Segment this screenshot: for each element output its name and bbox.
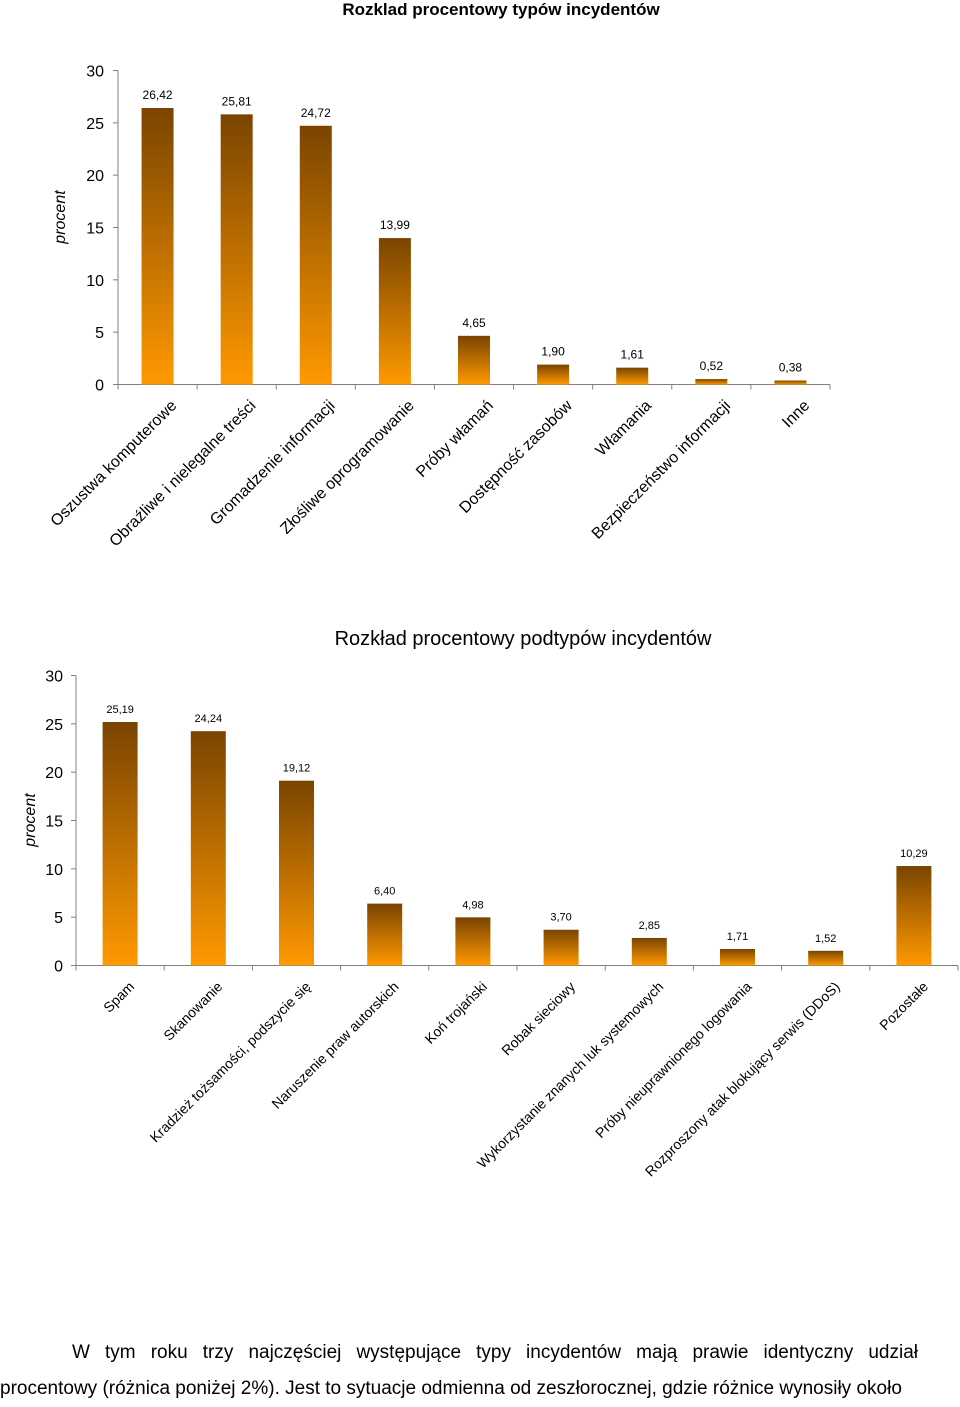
chart-2-bar — [543, 929, 579, 966]
chart-2-y-tick-label: 30 — [45, 669, 63, 686]
chart-1-category-label: Bezpieczeństwo informacji — [589, 397, 734, 542]
chart-2-bar — [279, 780, 314, 966]
chart-2-y-tick-label: 20 — [45, 765, 63, 782]
chart-1-data-label: 24,72 — [301, 106, 331, 120]
chart-1-data-label: 0,38 — [779, 361, 803, 375]
chart-2-title: Rozkład procentowy podtypów incydentów — [335, 628, 712, 650]
chart-2-data-label: 19,12 — [283, 763, 311, 775]
chart-2-category-label: Skanowanie — [160, 978, 225, 1043]
chart-1-bar — [695, 379, 728, 385]
chart-2-y-tick-label: 0 — [54, 959, 63, 976]
chart-2-data-label: 2,85 — [639, 920, 660, 932]
chart-1-y-tick-label: 15 — [86, 221, 104, 238]
chart-2-category-label: Rozproszony atak blokujący serwis (DDoS) — [642, 978, 843, 1179]
chart-1-y-tick-label: 25 — [86, 116, 104, 133]
chart-2-y-tick-label: 10 — [45, 862, 63, 879]
chart-2-bar — [631, 937, 667, 966]
chart-1-category-label: Próby włamań — [413, 397, 497, 481]
chart-1-y-axis: 0 5 10 15 20 25 30 — [86, 64, 118, 395]
chart-1: Rozklad procentowy typów incydentów proc… — [48, 0, 831, 550]
chart-1-bar — [299, 125, 332, 385]
chart-2-bar — [190, 731, 226, 966]
chart-2-bar — [367, 903, 403, 966]
body-paragraph: W tym roku trzy najczęściej występujące … — [0, 1335, 960, 1407]
chart-2-y-tick-label: 25 — [45, 717, 63, 734]
chart-1-data-label: 1,61 — [621, 348, 645, 362]
chart-2-data-label: 3,70 — [550, 912, 571, 924]
chart-2-data-label: 4,98 — [462, 899, 483, 911]
chart-1-data-label: 26,42 — [143, 88, 173, 102]
chart-1-bars: 26,42 25,81 24,72 13,99 4,65 1,90 1,61 0,52 0,38 — [141, 88, 807, 385]
chart-2-category-label: Próby nieuprawnionego logowania — [592, 978, 755, 1141]
chart-2-category-label: Wykorzystanie znanych luk systemowych — [474, 978, 667, 1171]
chart-2-bar — [455, 917, 491, 966]
chart-1-data-label: 1,90 — [541, 345, 565, 359]
chart-2-category-label: Spam — [100, 978, 137, 1015]
chart-1-category-label: Włamania — [593, 397, 655, 459]
chart-2-y-axis: 0 5 10 15 20 25 30 — [45, 669, 76, 976]
chart-2-data-label: 25,19 — [106, 704, 134, 716]
chart-1-data-label: 4,65 — [462, 316, 486, 330]
chart-1-category-label: Obraźliwe i nielegalne treści — [107, 397, 260, 550]
chart-2-category-label: Kradzież tożsamości, podszycie się — [147, 978, 314, 1145]
chart-1-bar — [616, 367, 649, 385]
paragraph-line-2: procentowy (różnica poniżej 2%). Jest to… — [0, 1378, 902, 1399]
chart-1-bar — [220, 114, 253, 385]
chart-2-category-label: Koń trojański — [421, 978, 490, 1047]
paragraph-line-1: W tym roku trzy najczęściej występujące … — [72, 1342, 918, 1363]
chart-2-data-label: 1,71 — [727, 931, 748, 943]
chart-2-bar — [896, 866, 932, 966]
chart-2-bar — [808, 950, 844, 966]
chart-1-bar — [378, 238, 411, 385]
chart-1-bar — [141, 107, 174, 385]
chart-2-category-label: Pozostałe — [876, 978, 931, 1033]
chart-1-bar — [458, 335, 490, 385]
chart-1-y-tick-label: 0 — [95, 378, 104, 395]
chart-1-y-tick-label: 30 — [86, 64, 104, 81]
chart-1-category-label: Oszustwa komputerowe — [48, 397, 181, 530]
chart-2-bars: 25,19 24,24 19,12 6,40 4,98 3,70 2,85 1,71 1,52 1… — [102, 704, 932, 966]
chart-2: Rozkład procentowy podtypów incydentów p… — [22, 628, 959, 1179]
chart-2-y-tick-label: 15 — [45, 814, 63, 831]
chart-2-category-label: Robak sieciowy — [498, 978, 578, 1058]
chart-1-data-label: 0,52 — [700, 359, 724, 373]
chart-2-data-label: 6,40 — [374, 886, 395, 898]
chart-1-bar — [774, 380, 807, 385]
chart-1-y-tick-label: 5 — [95, 325, 104, 342]
chart-1-data-label: 25,81 — [222, 94, 252, 108]
chart-1-category-label: Złośliwe oprogramowanie — [277, 397, 417, 537]
chart-2-data-label: 1,52 — [815, 933, 836, 945]
chart-1-y-tick-label: 20 — [86, 168, 104, 185]
chart-1-ylabel: procent — [52, 190, 69, 245]
chart-1-bar — [537, 364, 570, 385]
chart-1-data-label: 13,99 — [380, 218, 410, 232]
chart-2-data-label: 24,24 — [195, 713, 223, 725]
chart-2-bar — [720, 948, 755, 966]
chart-2-ylabel: procent — [22, 793, 39, 848]
chart-1-title: Rozklad procentowy typów incydentów — [342, 0, 660, 19]
charts-canvas: Rozklad procentowy typów incydentów proc… — [22, 0, 959, 1179]
chart-1-category-label: Inne — [779, 397, 813, 431]
chart-2-data-label: 10,29 — [900, 848, 928, 860]
chart-1-y-tick-label: 10 — [86, 273, 104, 290]
chart-2-bar — [102, 721, 138, 966]
chart-2-y-tick-label: 5 — [54, 910, 63, 927]
